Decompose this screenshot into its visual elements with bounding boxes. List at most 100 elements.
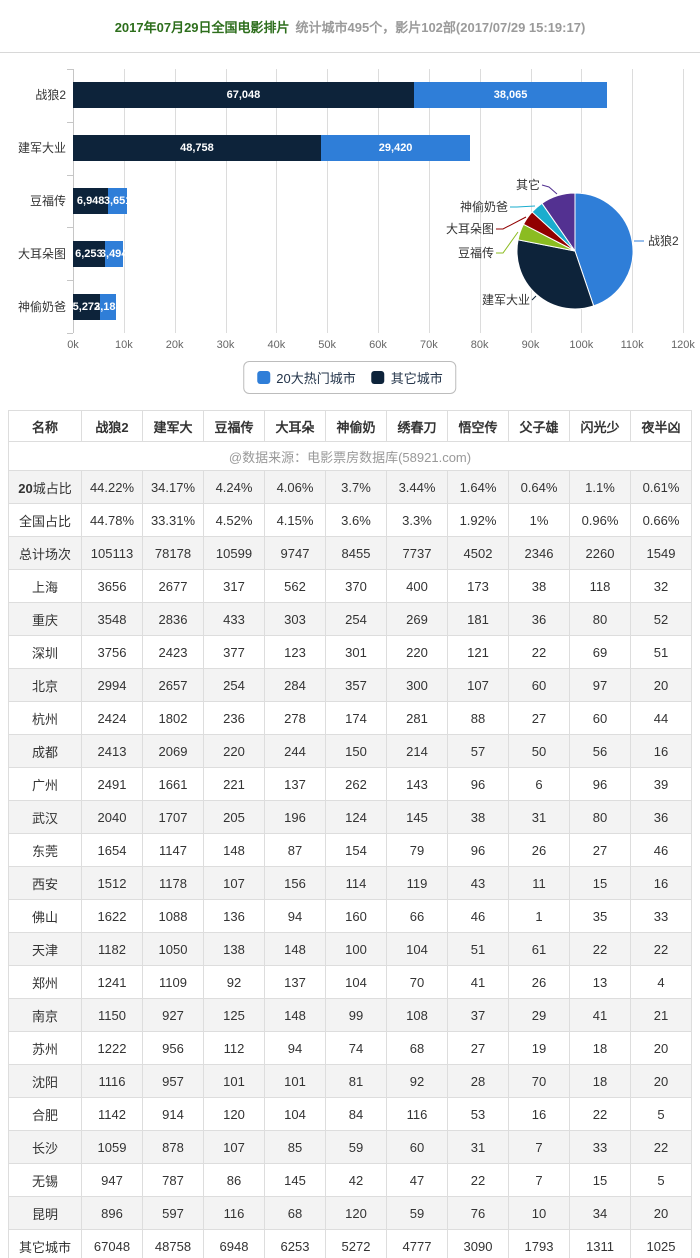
value-cell: 80 [569,800,631,834]
value-cell: 400 [386,569,448,603]
table-header-cell: 夜半凶 [630,410,692,442]
value-cell: 101 [203,1064,265,1098]
value-cell: 317 [203,569,265,603]
value-cell: 4.15% [264,503,326,537]
value-cell: 1793 [508,1229,570,1258]
row-label-cell: 总计场次 [8,536,82,570]
value-cell: 59 [386,1196,448,1230]
value-cell: 1654 [81,833,143,867]
x-axis-label: 20k [165,339,184,351]
table-row: 广州 2491 1661 221 137 262 143 96 6 96 39 [8,767,692,801]
value-cell: 150 [325,734,387,768]
table-header-cell: 闪光少 [569,410,631,442]
value-cell: 284 [264,668,326,702]
value-cell: 1059 [81,1130,143,1164]
chart-legend: 20大热门城市 其它城市 [243,361,457,394]
value-cell: 5 [630,1163,692,1197]
value-cell: 262 [325,767,387,801]
value-cell: 18 [569,1064,631,1098]
value-cell: 76 [447,1196,509,1230]
other-swatch-icon [371,371,385,384]
value-cell: 2040 [81,800,143,834]
table-row: 东莞 1654 1147 148 87 154 79 96 26 27 46 [8,833,692,867]
row-label-cell: 佛山 [8,899,82,933]
value-cell: 3090 [447,1229,509,1258]
row-label-cell: 杭州 [8,701,82,735]
x-axis-label: 0k [67,339,79,351]
value-cell: 1512 [81,866,143,900]
value-cell: 957 [142,1064,204,1098]
category-label: 豆福传 [29,194,66,208]
value-cell: 220 [386,635,448,669]
gridline [225,69,227,333]
table-row: 20城占比 44.22% 34.17% 4.24% 4.06% 3.7% 3.44% 1.64… [8,470,692,504]
value-cell: 787 [142,1163,204,1197]
value-cell: 927 [142,998,204,1032]
table-row: 苏州 1222 956 112 94 74 68 27 19 18 20 [8,1031,692,1065]
value-cell: 1549 [630,536,692,570]
value-cell: 1.92% [447,503,509,537]
value-cell: 173 [447,569,509,603]
value-cell: 9747 [264,536,326,570]
value-cell: 46 [630,833,692,867]
value-cell: 433 [203,602,265,636]
legend-item-other[interactable]: 其它城市 [371,368,443,387]
value-cell: 51 [447,932,509,966]
table-header-cell: 大耳朵 [264,410,326,442]
value-cell: 269 [386,602,448,636]
value-cell: 562 [264,569,326,603]
value-cell: 107 [447,668,509,702]
table-row: 无锡 947 787 86 145 42 47 22 7 15 5 [8,1163,692,1197]
x-axis-label: 110k [620,339,644,351]
table-row: 西安 1512 1178 107 156 114 119 43 11 15 16 [8,866,692,900]
bar-value-label: 5,272 [72,300,101,313]
table-row: 佛山 1622 1088 136 94 160 66 46 1 35 33 [8,899,692,933]
source-row: @数据来源：电影票房数据库(58921.com) [8,441,692,471]
gridline [327,69,329,333]
value-cell: 1622 [81,899,143,933]
value-cell: 7 [508,1130,570,1164]
value-cell: 27 [569,833,631,867]
value-cell: 80 [569,602,631,636]
value-cell: 2491 [81,767,143,801]
category-label: 建军大业 [17,141,66,156]
value-cell: 137 [264,965,326,999]
value-cell: 28 [447,1064,509,1098]
value-cell: 1707 [142,800,204,834]
x-axis-label: 10k [114,339,133,351]
value-cell: 1109 [142,965,204,999]
legend-item-hot20[interactable]: 20大热门城市 [257,368,356,387]
bar-segment-other-cities: 67,048 [73,82,414,109]
value-cell: 20 [630,1031,692,1065]
value-cell: 6 [508,767,570,801]
table-row: 合肥 1142 914 120 104 84 116 53 16 22 5 [8,1097,692,1131]
value-cell: 125 [203,998,265,1032]
table-header-cell: 悟空传 [447,410,509,442]
value-cell: 88 [447,701,509,735]
value-cell: 108 [386,998,448,1032]
value-cell: 22 [630,932,692,966]
value-cell: 4.24% [203,470,265,504]
title-date-text: 2017年07月29日全国电影排片 [114,19,290,35]
row-label-cell: 重庆 [8,602,82,636]
value-cell: 244 [264,734,326,768]
value-cell: 1311 [569,1229,631,1258]
table-header-cell: 绣春刀 [386,410,448,442]
value-cell: 4777 [386,1229,448,1258]
value-cell: 27 [508,701,570,735]
value-cell: 29 [508,998,570,1032]
value-cell: 2994 [81,668,143,702]
value-cell: 597 [142,1196,204,1230]
value-cell: 136 [203,899,265,933]
value-cell: 377 [203,635,265,669]
value-cell: 236 [203,701,265,735]
value-cell: 52 [630,602,692,636]
value-cell: 79 [386,833,448,867]
row-label-cell: 昆明 [8,1196,82,1230]
gridline [632,69,634,333]
value-cell: 123 [264,635,326,669]
bar-segment-other-cities: 5,272 [72,293,101,320]
value-cell: 18 [569,1031,631,1065]
value-cell: 48758 [142,1229,204,1258]
value-cell: 1.1% [569,470,631,504]
